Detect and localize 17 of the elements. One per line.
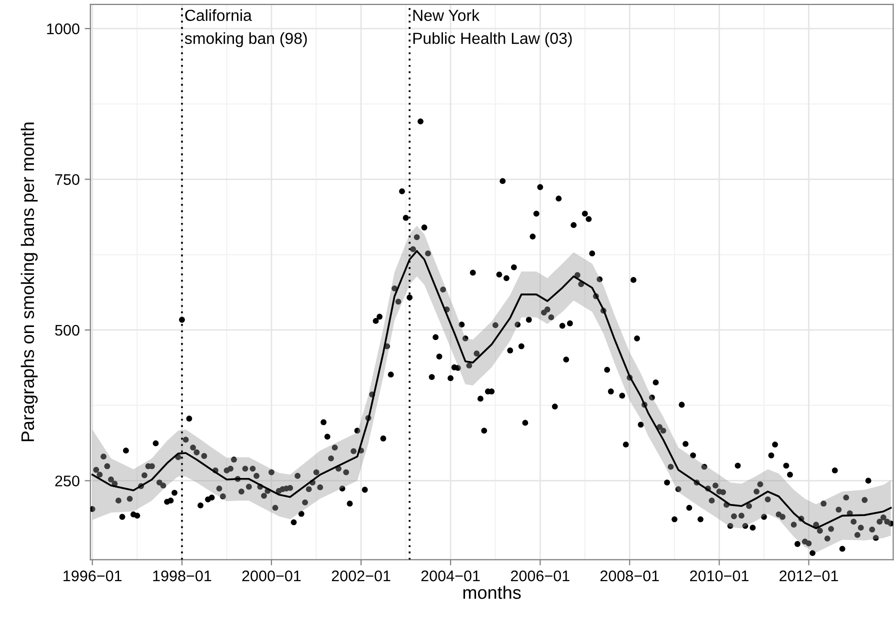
x-tick-label: 2006−01 (510, 570, 570, 582)
x-tick-label: 2012−01 (780, 570, 838, 582)
y-tick-label: 750 (55, 174, 80, 185)
x-tick-label: 2008−01 (600, 570, 659, 582)
y-tick-label: 500 (55, 324, 80, 336)
y-axis-title: Paragraphs on smoking bans per month (20, 122, 38, 442)
y-tick-label: 250 (55, 476, 80, 486)
x-tick-label: 2002−01 (332, 570, 390, 582)
x-tick-label: 1996−01 (64, 570, 122, 582)
y-tick-label: 1000 (47, 23, 80, 34)
ref-line-label: New York Public Health Law (03) (413, 9, 572, 48)
x-tick-label: 2010−01 (690, 570, 748, 582)
x-tick-label: 2000−01 (242, 570, 301, 582)
x-axis-title: months (463, 586, 521, 599)
ref-line-label: California smoking ban (98) (184, 9, 307, 48)
x-tick-label: 1998−01 (153, 570, 212, 582)
x-tick-label: 2004−01 (421, 570, 480, 582)
